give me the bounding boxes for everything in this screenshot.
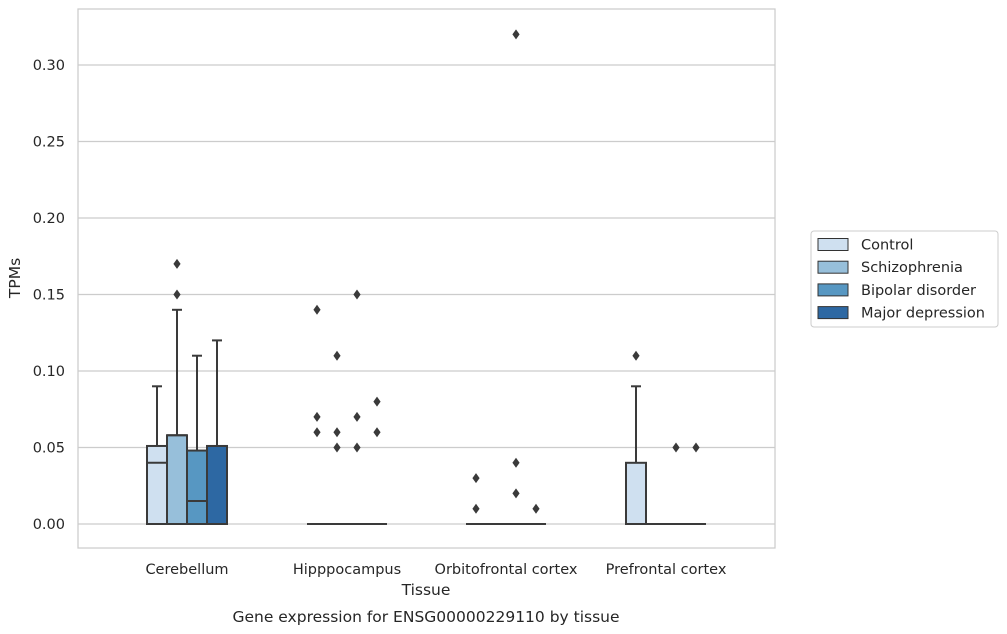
chart-caption: Gene expression for ENSG00000229110 by t… (232, 608, 619, 626)
legend-label: Control (861, 238, 913, 254)
box (666, 442, 686, 525)
box (327, 350, 347, 525)
outlier-point (173, 289, 181, 300)
x-tick-label: Orbitofrontal cortex (435, 562, 578, 578)
y-tick-label: 0.05 (33, 441, 65, 457)
box-body (206, 444, 228, 525)
outlier-point (173, 258, 181, 269)
box-body (166, 434, 188, 526)
box (367, 396, 387, 525)
box (625, 350, 647, 525)
outlier-point (632, 350, 640, 361)
box (526, 503, 546, 525)
box (506, 29, 526, 525)
outlier-point (353, 289, 361, 300)
y-tick-label: 0.00 (33, 517, 65, 533)
outlier-point (472, 503, 480, 514)
x-tick-label: Hipppocampus (293, 562, 401, 578)
outlier-point (333, 350, 341, 361)
box (146, 385, 168, 525)
outlier-point (512, 488, 520, 499)
outlier-point (672, 442, 680, 453)
y-tick-label: 0.10 (33, 364, 65, 380)
y-axis-title: TPMs (6, 258, 24, 299)
y-axis-ticks: 0.00 0.05 0.10 0.15 0.20 0.25 0.30 (33, 58, 65, 533)
box-body (625, 461, 647, 525)
legend-swatch (817, 283, 849, 297)
box-body (186, 449, 208, 525)
legend: Control Schizophrenia Bipolar disorder Majo… (810, 230, 999, 328)
box (466, 473, 486, 525)
series-major-depression (206, 339, 706, 525)
outlier-point (313, 304, 321, 315)
x-tick-label: Prefrontal cortex (606, 562, 727, 578)
outlier-point (313, 427, 321, 438)
y-tick-label: 0.15 (33, 288, 65, 304)
series-control (146, 304, 647, 525)
outlier-point (313, 411, 321, 422)
legend-label: Bipolar disorder (861, 283, 976, 299)
outlier-point (692, 442, 700, 453)
outlier-point (373, 396, 381, 407)
outlier-point (333, 442, 341, 453)
legend-label: Major depression (861, 306, 985, 322)
x-tick-label: Cerebellum (145, 562, 228, 578)
outlier-point (532, 503, 540, 514)
series-schizophrenia (166, 258, 666, 526)
box (686, 442, 706, 525)
legend-label: Schizophrenia (861, 260, 963, 276)
box (307, 304, 327, 525)
y-tick-label: 0.30 (33, 58, 65, 74)
outlier-point (353, 411, 361, 422)
box (347, 289, 367, 525)
outlier-point (373, 427, 381, 438)
outlier-point (512, 457, 520, 468)
plot-frame (77, 8, 776, 549)
y-tick-label: 0.25 (33, 135, 65, 151)
outlier-point (333, 427, 341, 438)
outlier-point (512, 29, 520, 40)
box-series (146, 29, 706, 526)
legend-swatch (817, 306, 849, 320)
legend-swatch (817, 238, 849, 251)
legend-swatch (817, 260, 849, 274)
outlier-point (472, 473, 480, 484)
box-body (146, 444, 168, 525)
legend-frame (810, 230, 999, 328)
y-tick-label: 0.20 (33, 211, 65, 227)
box (206, 339, 228, 525)
series-bipolar-disorder (186, 29, 686, 525)
x-axis-ticks: Cerebellum Hipppocampus Orbitofrontal cort… (145, 562, 726, 578)
outlier-point (353, 442, 361, 453)
box (166, 258, 188, 526)
x-axis-title: Tissue (401, 581, 451, 599)
